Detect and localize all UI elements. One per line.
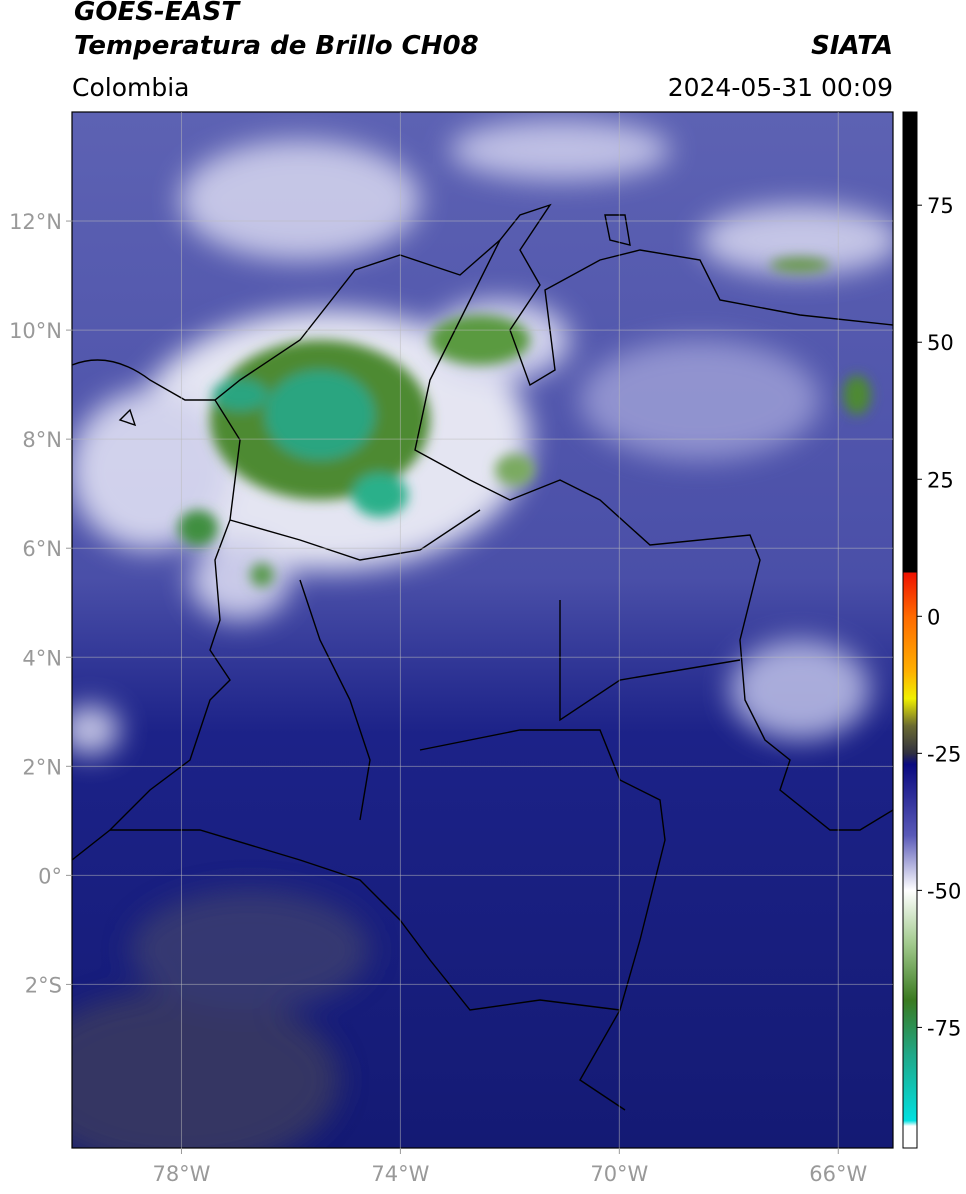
- colorbar-tick-label: -25: [927, 742, 961, 766]
- y-tick-label: 2°S: [25, 973, 62, 997]
- colorbar-tick-label: 25: [927, 468, 954, 492]
- colorbar-tick-label: -75: [927, 1016, 961, 1040]
- y-tick-label: 10°N: [9, 319, 62, 343]
- region: Colombia: [72, 73, 189, 102]
- subtitle: Temperatura de Brillo CH08: [74, 31, 479, 61]
- y-tick-label: 0°: [38, 864, 62, 888]
- colorbar-tick-label: -50: [927, 879, 961, 903]
- source: SIATA: [811, 31, 893, 61]
- colorbar: [902, 111, 918, 1149]
- x-tick-label: 78°W: [152, 1162, 210, 1186]
- satellite-image: [72, 112, 893, 1148]
- y-tick-label: 6°N: [22, 537, 62, 561]
- x-tick-label: 70°W: [590, 1162, 648, 1186]
- colorbar-tick-label: 0: [927, 605, 940, 629]
- y-tick-label: 2°N: [22, 755, 62, 779]
- y-tick-label: 8°N: [22, 428, 62, 452]
- timestamp: 2024-05-31 00:09: [668, 73, 893, 102]
- map-frame: [71, 111, 894, 1149]
- x-tick-label: 66°W: [809, 1162, 867, 1186]
- y-tick-label: 4°N: [22, 646, 62, 670]
- x-tick-label: 74°W: [371, 1162, 429, 1186]
- title: GOES-EAST: [74, 0, 241, 27]
- colorbar-tick-label: 75: [927, 194, 954, 218]
- y-tick-label: 12°N: [9, 210, 62, 234]
- colorbar-tick-label: 50: [927, 331, 954, 355]
